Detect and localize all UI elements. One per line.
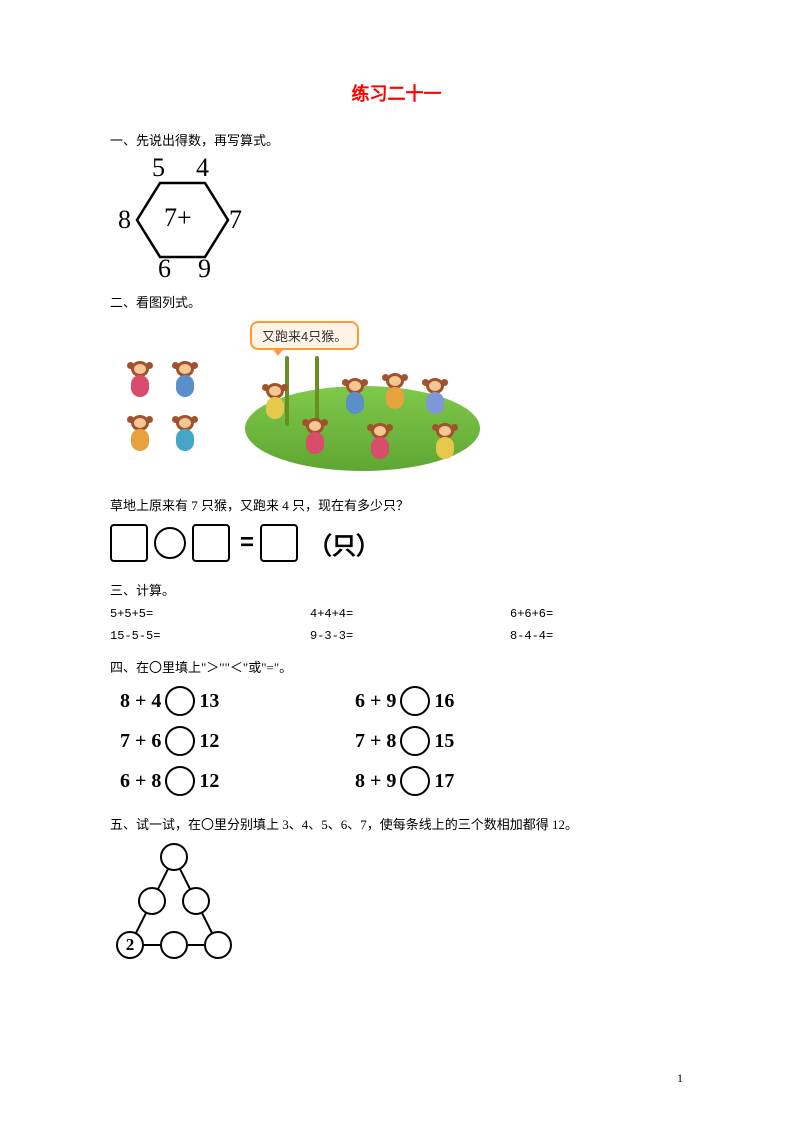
q1-label: 一、先说出得数，再写算式。: [110, 130, 683, 149]
compare-circle[interactable]: [165, 766, 195, 796]
speech-bubble: 又跑来4只猴。: [250, 321, 359, 350]
hexagon-diagram: 5 4 8 7 6 9 7+: [110, 157, 255, 282]
hex-n-br: 9: [198, 254, 211, 284]
comparison-item: 7 + 8 15: [355, 726, 590, 756]
compare-circle[interactable]: [165, 686, 195, 716]
monkey-icon: [170, 359, 200, 401]
monkey-icon: [260, 381, 290, 423]
compare-right: 12: [199, 730, 219, 753]
equation-unit: （只）: [308, 526, 380, 561]
page-number: 1: [677, 1071, 683, 1086]
equals-sign: =: [240, 529, 254, 557]
monkey-icon: [300, 416, 330, 458]
hex-n-r: 7: [229, 205, 242, 235]
calc-item: 15-5-5=: [110, 629, 310, 643]
monkey-illustration: 又跑来4只猴。: [110, 321, 490, 481]
q2-question-text: 草地上原来有 7 只猴，又跑来 4 只，现在有多少只？: [110, 495, 683, 514]
hex-n-l: 8: [118, 205, 131, 235]
monkey-icon: [125, 413, 155, 455]
calculation-grid: 5+5+5= 4+4+4= 6+6+6= 15-5-5= 9-3-3= 8-4-…: [110, 607, 683, 643]
compare-circle[interactable]: [165, 726, 195, 756]
calc-item: 8-4-4=: [510, 629, 670, 643]
calc-item: 4+4+4=: [310, 607, 510, 621]
equation-result-box[interactable]: [260, 524, 298, 562]
q5-label: 五、试一试，在〇里分别填上 3、4、5、6、7，使每条线上的三个数相加都得 12…: [110, 814, 683, 833]
q2-label: 二、看图列式。: [110, 292, 683, 311]
compare-left: 6 + 9: [355, 690, 396, 713]
comparison-item: 8 + 4 13: [120, 686, 355, 716]
monkey-icon: [125, 359, 155, 401]
comparison-grid: 8 + 4 13 6 + 9 16 7 + 6 12 7 + 8 15 6 + 8 12 8 + 9…: [120, 686, 683, 796]
equation-operand-box[interactable]: [192, 524, 230, 562]
puzzle-circle[interactable]: [204, 931, 232, 959]
equation-operator-circle[interactable]: [154, 527, 186, 559]
hex-n-bl: 6: [158, 254, 171, 284]
comparison-item: 6 + 9 16: [355, 686, 590, 716]
compare-right: 15: [434, 730, 454, 753]
equation-template: = （只）: [110, 524, 683, 562]
puzzle-circle[interactable]: [160, 843, 188, 871]
q4-label: 四、在〇里填上"＞""＜"或"="。: [110, 657, 683, 676]
monkey-icon: [340, 376, 370, 418]
puzzle-circle-filled: 2: [116, 931, 144, 959]
compare-left: 7 + 6: [120, 730, 161, 753]
hex-n-tr: 4: [196, 153, 209, 183]
compare-circle[interactable]: [400, 686, 430, 716]
compare-circle[interactable]: [400, 726, 430, 756]
compare-left: 8 + 9: [355, 770, 396, 793]
puzzle-circle[interactable]: [160, 931, 188, 959]
comparison-item: 6 + 8 12: [120, 766, 355, 796]
monkey-icon: [430, 421, 460, 463]
equation-operand-box[interactable]: [110, 524, 148, 562]
triangle-puzzle: 2: [110, 843, 255, 963]
calc-item: 9-3-3=: [310, 629, 510, 643]
monkey-icon: [420, 376, 450, 418]
compare-right: 12: [199, 770, 219, 793]
q3-label: 三、计算。: [110, 580, 683, 599]
worksheet-title: 练习二十一: [110, 80, 683, 106]
compare-right: 16: [434, 690, 454, 713]
puzzle-circle[interactable]: [182, 887, 210, 915]
comparison-item: 8 + 9 17: [355, 766, 590, 796]
comparison-item: 7 + 6 12: [120, 726, 355, 756]
monkey-icon: [170, 413, 200, 455]
puzzle-circle[interactable]: [138, 887, 166, 915]
hex-n-tl: 5: [152, 153, 165, 183]
compare-right: 13: [199, 690, 219, 713]
compare-left: 7 + 8: [355, 730, 396, 753]
monkey-icon: [380, 371, 410, 413]
compare-left: 6 + 8: [120, 770, 161, 793]
calc-item: 6+6+6=: [510, 607, 670, 621]
compare-circle[interactable]: [400, 766, 430, 796]
monkey-icon: [365, 421, 395, 463]
hex-center: 7+: [164, 203, 192, 233]
compare-right: 17: [434, 770, 454, 793]
calc-item: 5+5+5=: [110, 607, 310, 621]
compare-left: 8 + 4: [120, 690, 161, 713]
